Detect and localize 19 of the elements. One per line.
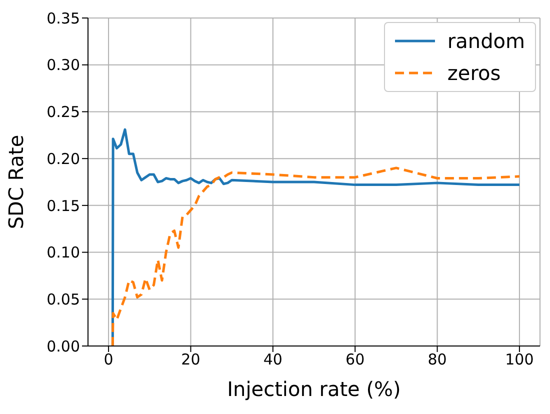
line-series (111, 166, 521, 346)
legend-label: zeros (447, 60, 501, 87)
y-axis-title: SDC Rate (4, 134, 28, 230)
y-tick-label: 0.00 (46, 337, 80, 356)
y-tick-label: 0.25 (46, 103, 80, 122)
y-tick-label: 0.30 (46, 56, 80, 74)
y-tick-label: 0.20 (46, 150, 80, 168)
y-tick-label: 0.05 (46, 290, 80, 308)
x-axis-title: Injection rate (%) (227, 377, 401, 401)
x-tick-label: 20 (181, 350, 200, 369)
x-tick-label: 0 (104, 350, 114, 369)
x-tick-label: 60 (346, 350, 365, 369)
x-tick-label: 40 (263, 350, 282, 369)
y-tick-label: 0.10 (46, 244, 80, 262)
y-tick-label: 0.15 (46, 196, 80, 215)
x-tick-label: 80 (428, 350, 447, 369)
y-tick-label: 0.35 (46, 9, 80, 28)
legend-label: random (447, 28, 525, 55)
x-tick-label: 100 (505, 350, 534, 369)
